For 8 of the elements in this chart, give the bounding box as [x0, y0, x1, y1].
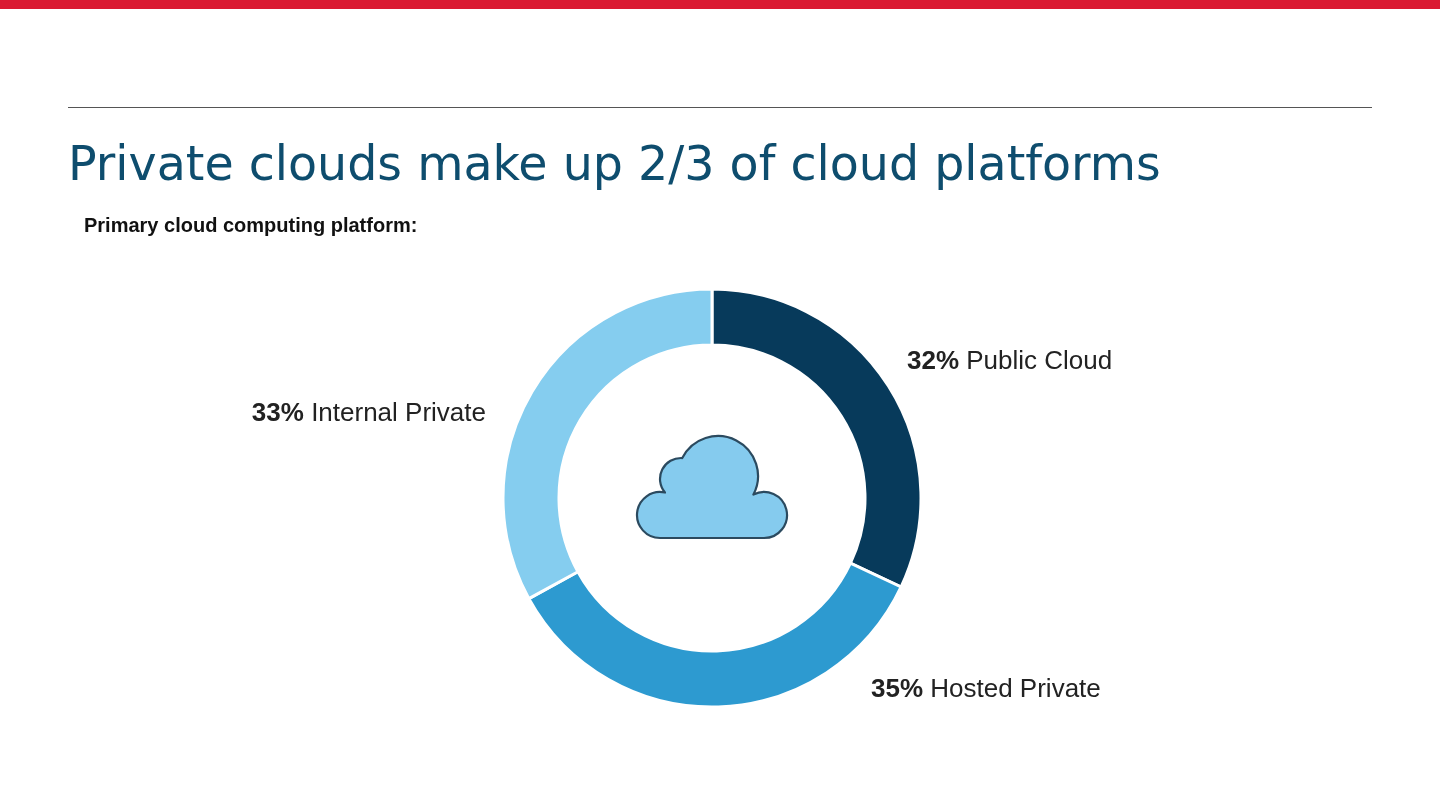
data-label: 35%: [871, 673, 924, 703]
slice-label: Hosted Private: [923, 673, 1101, 703]
data-label: 32%: [907, 345, 960, 375]
slice-label: Public Cloud: [959, 345, 1113, 375]
data-label: 33%: [251, 397, 304, 427]
chart-title: Private clouds make up 2/3 of cloud platforms: [68, 136, 1161, 191]
chart-subtitle: Primary cloud computing platform:: [84, 214, 418, 236]
slice-label: Internal Private: [303, 397, 486, 427]
